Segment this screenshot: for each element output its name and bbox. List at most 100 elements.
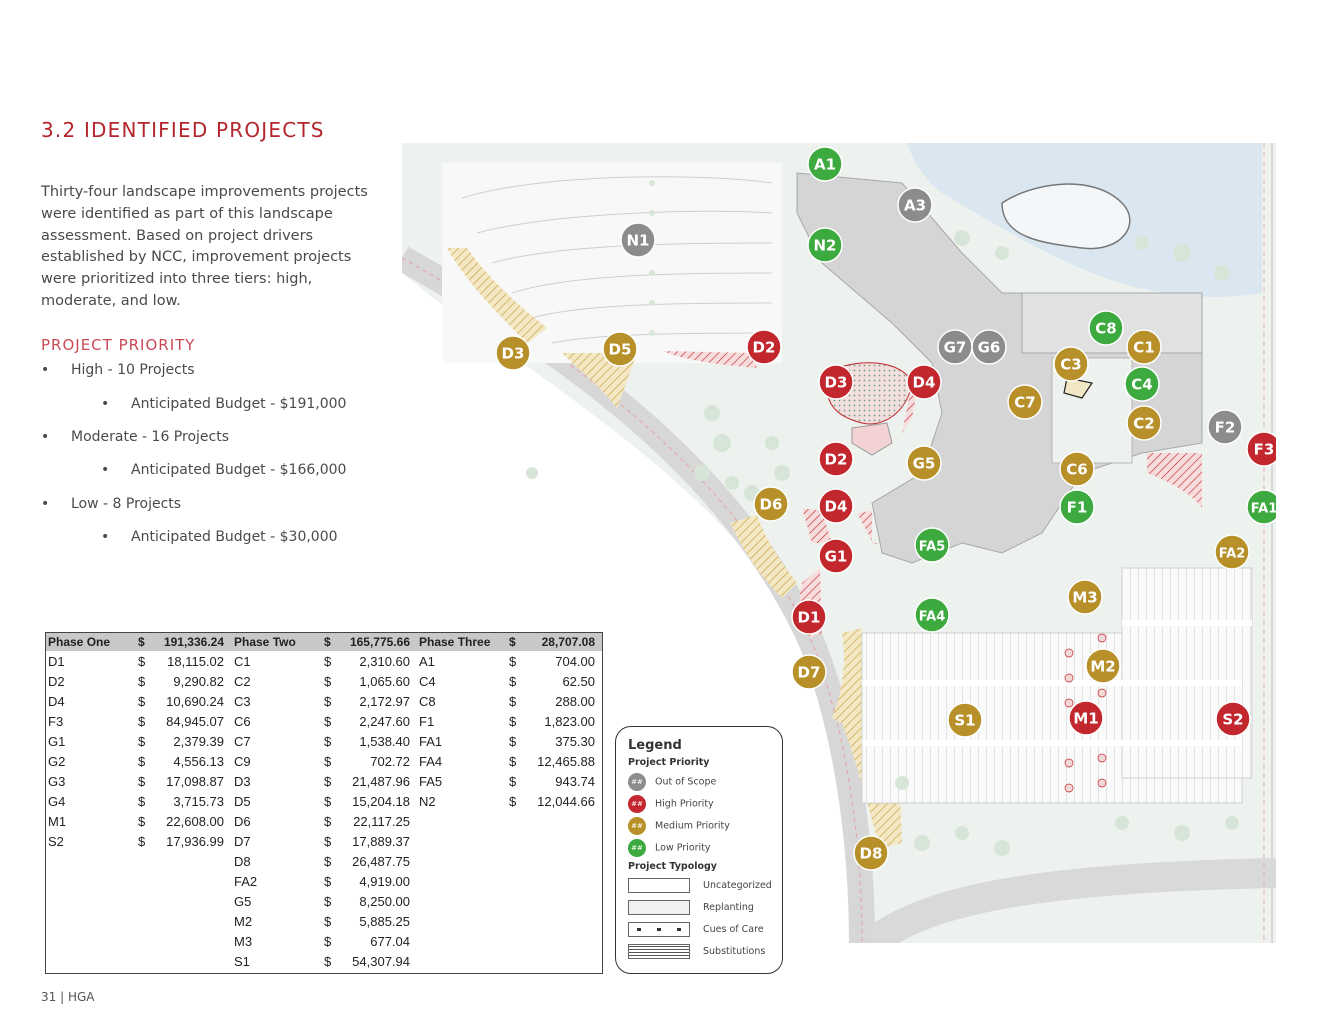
project-amount: 54,307.94 (352, 954, 410, 969)
phase-total: 191,336.24 (163, 635, 224, 649)
marker-circle (1246, 431, 1276, 467)
project-marker-m2: M2 (1085, 648, 1121, 684)
marker-label: FA5 (919, 540, 946, 555)
project-amount: 9,290.82 (173, 674, 224, 689)
project-marker-fa4: FA4 (914, 597, 950, 633)
bullet: • (41, 496, 50, 512)
marker-label: C2 (1133, 415, 1154, 433)
phase-total: 165,775.66 (349, 635, 410, 649)
phase-total: 28,707.08 (541, 635, 595, 649)
project-amount: 17,889.37 (352, 834, 410, 849)
project-id: D2 (48, 674, 65, 689)
marker-label: C3 (1060, 356, 1081, 374)
project-marker-c7: C7 (1007, 384, 1043, 420)
bullet: • (41, 362, 50, 378)
project-marker-m3: M3 (1067, 579, 1103, 615)
project-id: D3 (234, 774, 251, 789)
currency-symbol: $ (324, 914, 332, 929)
project-id: G2 (48, 754, 66, 769)
project-amount: 2,379.39 (173, 734, 224, 749)
project-amount: 2,310.60 (359, 654, 410, 669)
project-id: M2 (234, 914, 253, 929)
project-id: D5 (234, 794, 251, 809)
currency-symbol: $ (138, 694, 146, 709)
project-id: G5 (234, 894, 252, 909)
area-d5 (562, 353, 637, 408)
project-amount: 2,172.97 (359, 694, 410, 709)
project-id: FA4 (419, 754, 443, 769)
currency-symbol: $ (138, 794, 146, 809)
currency-symbol: $ (138, 674, 146, 689)
currency-symbol: $ (324, 654, 332, 669)
project-id: D7 (234, 834, 251, 849)
project-amount: 1,065.60 (359, 674, 410, 689)
project-amount: 26,487.75 (352, 854, 410, 869)
marker-label: C1 (1133, 339, 1154, 357)
project-marker-d2: D2 (818, 441, 854, 477)
currency-symbol: $ (324, 794, 332, 809)
project-marker-d8: D8 (853, 835, 889, 871)
priority-item-high: • High - 10 Projects (41, 362, 195, 378)
area-d7 (832, 628, 862, 733)
marker-label: D8 (860, 845, 883, 863)
project-id: F3 (48, 714, 64, 729)
marker-label: S1 (954, 712, 975, 730)
currency-symbol: $ (324, 674, 332, 689)
legend-high-priority: ## High Priority (628, 795, 714, 813)
project-id: FA2 (234, 874, 258, 889)
marker-circle (1053, 346, 1089, 382)
project-marker-d5: D5 (602, 331, 638, 367)
marker-circle (914, 597, 950, 633)
project-amount: 12,465.88 (537, 754, 595, 769)
project-id: FA1 (419, 734, 443, 749)
marker-circle (897, 187, 933, 223)
marker-label: A3 (904, 197, 926, 215)
bullet: • (101, 396, 110, 412)
marker-label: D4 (825, 498, 848, 516)
project-id: G1 (48, 734, 66, 749)
currency-symbol: $ (138, 774, 146, 789)
marker-circle (807, 146, 843, 182)
marker-circle (746, 329, 782, 365)
bullet: • (101, 529, 110, 545)
legend-label: Out of Scope (655, 776, 717, 788)
project-id: FA5 (419, 774, 443, 789)
budget-table: Phase One $191,336.24 D1 $18,115.02 D2 $9,290… (45, 632, 603, 974)
currency-symbol: $ (138, 814, 146, 829)
project-marker-c8: C8 (1088, 310, 1124, 346)
marker-circle (1068, 700, 1104, 736)
project-id: D1 (48, 654, 65, 669)
project-marker-n1: N1 (620, 222, 656, 258)
area-f3 (1147, 453, 1202, 508)
south-parking-aisles (862, 620, 1252, 746)
marker-label: M3 (1072, 589, 1097, 607)
project-marker-d3: D3 (818, 364, 854, 400)
project-id: S1 (234, 954, 250, 969)
marker-label: N1 (627, 232, 650, 250)
marker-label: M1 (1073, 710, 1098, 728)
legend-label: Medium Priority (655, 820, 730, 832)
project-amount: 22,608.00 (166, 814, 224, 829)
marker-circle (1124, 366, 1160, 402)
swatch-uncategorized (628, 878, 690, 893)
area-g1 (857, 511, 880, 545)
marker-label: D3 (502, 345, 525, 363)
marker-label: M2 (1090, 658, 1115, 676)
marker-circle (1246, 489, 1276, 525)
project-amount: 943.74 (555, 774, 595, 789)
marker-circle (791, 599, 827, 635)
project-marker-fa2: FA2 (1214, 534, 1250, 570)
project-marker-fa1: FA1 (1246, 489, 1276, 525)
phase-name: Phase Two (234, 635, 296, 649)
project-id: C9 (234, 754, 251, 769)
marker-label: F2 (1215, 419, 1236, 437)
project-id: C8 (419, 694, 436, 709)
project-marker-g1: G1 (818, 538, 854, 574)
marker-label: D4 (913, 374, 936, 392)
project-amount: 2,247.60 (359, 714, 410, 729)
project-amount: 62.50 (562, 674, 595, 689)
marker-label: FA2 (1219, 547, 1246, 562)
project-marker-c3: C3 (1053, 346, 1089, 382)
swatch-substitutions (628, 944, 690, 959)
project-amount: 375.30 (555, 734, 595, 749)
